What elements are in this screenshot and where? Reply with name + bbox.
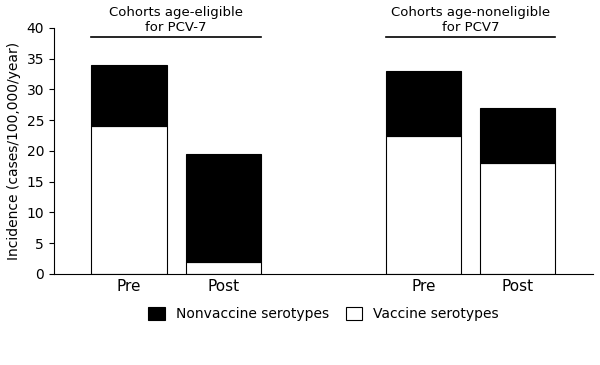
Y-axis label: Incidence (cases/100,000/year): Incidence (cases/100,000/year) (7, 42, 21, 260)
Legend: Nonvaccine serotypes, Vaccine serotypes: Nonvaccine serotypes, Vaccine serotypes (148, 307, 499, 321)
Text: Cohorts age-eligible
for PCV-7: Cohorts age-eligible for PCV-7 (109, 6, 243, 34)
Text: Cohorts age-noneligible
for PCV7: Cohorts age-noneligible for PCV7 (391, 6, 550, 34)
Bar (91, 65, 167, 126)
Bar (91, 126, 167, 274)
Bar (185, 154, 261, 262)
Bar (386, 135, 461, 274)
Bar (386, 71, 461, 135)
Bar (480, 108, 556, 163)
Bar (185, 262, 261, 274)
Bar (480, 163, 556, 274)
